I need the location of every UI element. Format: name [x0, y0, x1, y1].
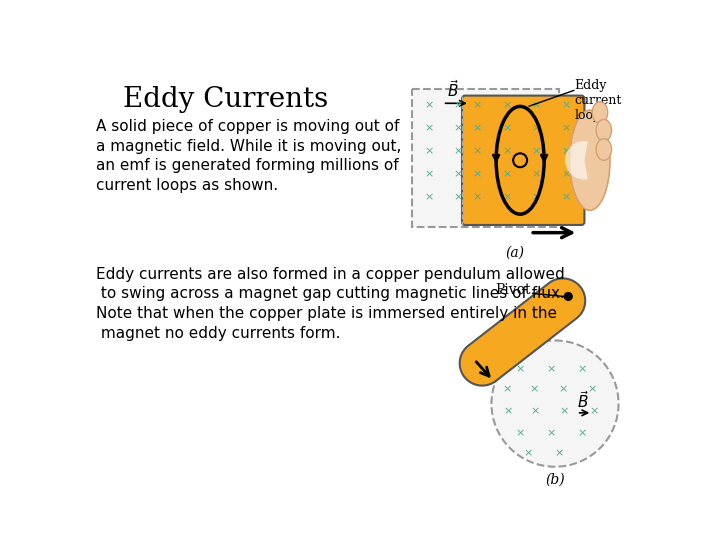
Text: ×: ×: [424, 192, 433, 202]
Text: Eddy currents are also formed in a copper pendulum allowed
 to swing across a ma: Eddy currents are also formed in a coppe…: [96, 267, 565, 341]
Text: ×: ×: [589, 406, 598, 416]
Text: ×: ×: [424, 123, 433, 133]
Text: ×: ×: [504, 406, 513, 416]
Text: ×: ×: [503, 123, 512, 133]
Text: ×: ×: [561, 169, 570, 179]
Text: A solid piece of copper is moving out of
a magnetic field. While it is moving ou: A solid piece of copper is moving out of…: [96, 119, 402, 193]
Text: ×: ×: [554, 449, 564, 458]
Polygon shape: [459, 279, 585, 386]
Text: ×: ×: [503, 169, 512, 179]
Text: ×: ×: [503, 146, 512, 156]
Text: $\vec{B}$: $\vec{B}$: [577, 389, 589, 410]
Text: (b): (b): [545, 473, 564, 487]
Text: ×: ×: [531, 169, 541, 179]
Text: ×: ×: [561, 123, 570, 133]
Text: ×: ×: [546, 364, 556, 374]
Text: ×: ×: [558, 384, 567, 395]
Text: ×: ×: [531, 192, 541, 202]
Text: ×: ×: [531, 123, 541, 133]
Text: ×: ×: [561, 100, 570, 110]
Text: ×: ×: [577, 364, 587, 374]
Text: ×: ×: [561, 192, 570, 202]
Text: Eddy
current
loop: Eddy current loop: [575, 79, 622, 122]
Text: ×: ×: [503, 100, 512, 110]
Text: ×: ×: [424, 146, 433, 156]
Text: ×: ×: [577, 428, 587, 438]
Text: ×: ×: [588, 384, 597, 395]
Text: ×: ×: [561, 146, 570, 156]
Bar: [412, 90, 559, 226]
Text: ×: ×: [531, 146, 541, 156]
Text: ×: ×: [503, 192, 512, 202]
Text: ×: ×: [559, 406, 569, 416]
Text: ×: ×: [473, 100, 482, 110]
Text: ×: ×: [454, 146, 463, 156]
Text: (a): (a): [505, 246, 524, 260]
Text: ×: ×: [454, 192, 463, 202]
Text: ×: ×: [473, 146, 482, 156]
Text: ×: ×: [531, 100, 541, 110]
Text: ×: ×: [529, 384, 539, 395]
Wedge shape: [565, 141, 588, 179]
Text: ×: ×: [473, 169, 482, 179]
Text: ×: ×: [454, 123, 463, 133]
Text: ×: ×: [424, 169, 433, 179]
Text: ×: ×: [516, 428, 525, 438]
Text: ×: ×: [523, 449, 533, 458]
Ellipse shape: [596, 119, 611, 141]
Ellipse shape: [570, 110, 610, 211]
Ellipse shape: [596, 139, 611, 160]
Text: ×: ×: [503, 384, 512, 395]
Text: $\vec{B}$: $\vec{B}$: [446, 79, 459, 100]
Text: Pivot: Pivot: [495, 284, 531, 298]
Text: ×: ×: [424, 100, 433, 110]
Text: ×: ×: [473, 123, 482, 133]
Text: ×: ×: [546, 428, 556, 438]
Text: Eddy Currents: Eddy Currents: [123, 86, 328, 113]
Circle shape: [564, 293, 572, 300]
Text: ×: ×: [516, 364, 525, 374]
Circle shape: [492, 340, 618, 467]
Text: ×: ×: [454, 100, 463, 110]
Ellipse shape: [593, 102, 608, 123]
Text: ×: ×: [531, 406, 540, 416]
Text: ×: ×: [473, 192, 482, 202]
Text: ×: ×: [454, 169, 463, 179]
FancyBboxPatch shape: [462, 96, 585, 225]
